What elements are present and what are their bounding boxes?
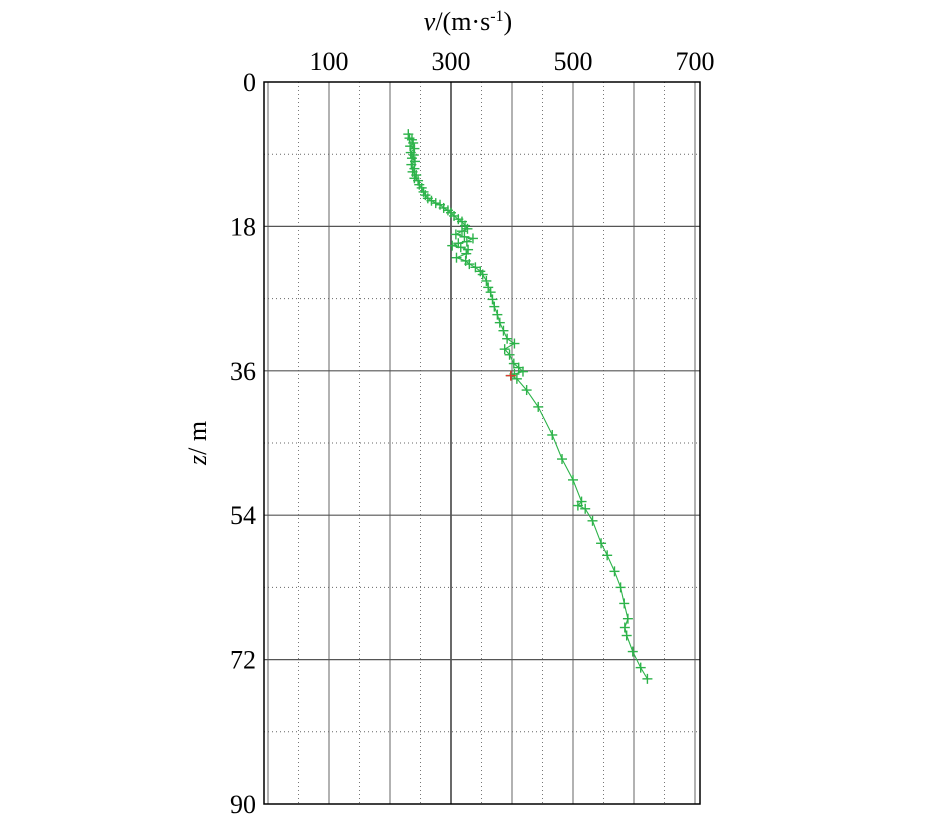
data-point (489, 301, 500, 312)
data-point (464, 259, 475, 270)
data-point (487, 294, 498, 305)
data-point (502, 333, 513, 344)
data-point (568, 474, 578, 485)
data-point (533, 401, 544, 412)
data-point (622, 613, 633, 624)
x-axis-title: v/(m·s-1) (424, 7, 512, 36)
x-axis-title-variable: v (424, 7, 436, 36)
data-point (467, 233, 478, 244)
y-tick-label: 54 (230, 501, 256, 530)
series-line (407, 133, 648, 680)
data-point (461, 236, 472, 247)
data-point (609, 566, 620, 577)
y-tick-label: 36 (230, 357, 256, 386)
data-point (587, 515, 598, 526)
data-point (451, 252, 462, 263)
y-tick-label: 72 (230, 646, 256, 675)
x-axis-title-exponent: -1 (490, 8, 503, 25)
data-point (621, 630, 632, 641)
x-tick-label: 100 (310, 47, 349, 76)
x-tick-label: 300 (432, 47, 471, 76)
data-point (492, 309, 503, 320)
data-point (615, 582, 626, 593)
data-point (426, 195, 437, 206)
data-point (450, 229, 461, 240)
data-point (517, 366, 528, 377)
data-point (642, 673, 653, 684)
data-point (547, 429, 558, 440)
data-point (557, 454, 568, 465)
highlight-point (505, 370, 516, 381)
x-tick-label: 700 (676, 47, 715, 76)
velocity-profile-line (407, 133, 648, 680)
data-point (430, 198, 441, 209)
data-point (483, 282, 494, 293)
data-point (459, 231, 470, 242)
data-point (619, 622, 630, 633)
data-point (481, 275, 492, 286)
data-point (485, 287, 496, 298)
data-point-markers (403, 129, 653, 684)
y-tick-label: 90 (230, 790, 256, 819)
data-point (455, 242, 466, 253)
plot-frame (263, 81, 701, 805)
data-point (462, 223, 473, 234)
data-point (596, 538, 607, 549)
data-point (509, 338, 520, 349)
y-axis-title-unit: / m (183, 421, 212, 455)
y-axis-title-variable: z (183, 455, 212, 466)
data-point (504, 349, 515, 360)
data-point (580, 503, 591, 514)
data-point (447, 240, 458, 251)
y-tick-label: 18 (230, 212, 256, 241)
x-axis-title-unit: /(m·s (435, 7, 490, 36)
data-point (635, 662, 646, 673)
x-axis-title-close: ) (504, 7, 513, 36)
data-point (572, 500, 583, 511)
data-point (494, 317, 505, 328)
data-point (499, 344, 510, 355)
data-point (521, 385, 532, 396)
grid-lines (264, 82, 700, 804)
data-point (456, 226, 467, 237)
data-point (602, 550, 613, 561)
data-point (627, 646, 638, 657)
y-tick-label: 0 (243, 68, 256, 97)
data-point (619, 598, 630, 609)
data-point (498, 325, 509, 336)
x-tick-label: 500 (554, 47, 593, 76)
data-point (511, 373, 522, 384)
data-point (438, 202, 449, 213)
data-point (477, 269, 488, 280)
tick-labels: 100 300 500 700 0 18 36 54 72 90 (230, 47, 715, 819)
y-axis-title: z/ m (183, 421, 212, 466)
